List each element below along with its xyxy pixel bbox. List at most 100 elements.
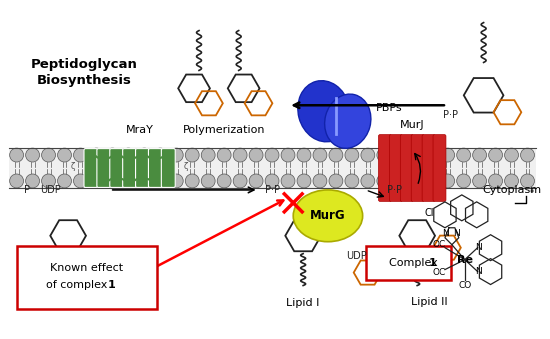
Text: UDP: UDP bbox=[40, 185, 60, 195]
Circle shape bbox=[233, 174, 247, 188]
Text: MurJ: MurJ bbox=[400, 120, 425, 130]
Circle shape bbox=[313, 148, 327, 162]
Circle shape bbox=[441, 148, 455, 162]
Circle shape bbox=[488, 148, 503, 162]
Circle shape bbox=[169, 148, 183, 162]
Circle shape bbox=[42, 174, 56, 188]
Text: Re: Re bbox=[457, 255, 473, 265]
Circle shape bbox=[58, 174, 72, 188]
Circle shape bbox=[201, 148, 215, 162]
FancyBboxPatch shape bbox=[97, 148, 111, 187]
Text: Polymerization: Polymerization bbox=[183, 125, 265, 135]
FancyBboxPatch shape bbox=[16, 246, 157, 310]
Circle shape bbox=[297, 148, 311, 162]
Bar bbox=[9, 148, 536, 188]
Circle shape bbox=[122, 148, 135, 162]
FancyBboxPatch shape bbox=[411, 135, 424, 201]
Text: PBPs: PBPs bbox=[376, 103, 402, 113]
Circle shape bbox=[409, 174, 423, 188]
Circle shape bbox=[425, 148, 439, 162]
FancyBboxPatch shape bbox=[84, 148, 98, 187]
Circle shape bbox=[201, 174, 215, 188]
FancyBboxPatch shape bbox=[422, 135, 435, 201]
Text: P·P: P·P bbox=[387, 185, 403, 195]
Circle shape bbox=[281, 148, 295, 162]
Circle shape bbox=[138, 174, 151, 188]
Circle shape bbox=[488, 174, 503, 188]
Text: UDP: UDP bbox=[346, 251, 366, 261]
Circle shape bbox=[90, 148, 103, 162]
Circle shape bbox=[456, 148, 471, 162]
Circle shape bbox=[74, 174, 87, 188]
Text: 1: 1 bbox=[429, 258, 437, 267]
Circle shape bbox=[10, 148, 24, 162]
Text: P: P bbox=[24, 185, 30, 195]
Circle shape bbox=[504, 148, 519, 162]
Circle shape bbox=[472, 148, 487, 162]
Circle shape bbox=[472, 174, 487, 188]
Circle shape bbox=[313, 174, 327, 188]
Circle shape bbox=[345, 148, 359, 162]
Circle shape bbox=[185, 174, 199, 188]
Circle shape bbox=[345, 174, 359, 188]
Circle shape bbox=[409, 148, 423, 162]
Circle shape bbox=[106, 174, 119, 188]
Circle shape bbox=[26, 174, 40, 188]
Circle shape bbox=[138, 148, 151, 162]
FancyBboxPatch shape bbox=[110, 148, 124, 187]
Text: Complex: Complex bbox=[389, 258, 442, 267]
Text: 1: 1 bbox=[108, 280, 115, 290]
Circle shape bbox=[42, 148, 56, 162]
Ellipse shape bbox=[324, 94, 371, 148]
Circle shape bbox=[377, 174, 390, 188]
Circle shape bbox=[106, 148, 119, 162]
Circle shape bbox=[249, 174, 263, 188]
Text: N: N bbox=[453, 229, 460, 238]
Text: N: N bbox=[475, 267, 482, 276]
Circle shape bbox=[169, 174, 183, 188]
Circle shape bbox=[504, 174, 519, 188]
Ellipse shape bbox=[298, 81, 350, 142]
Text: N: N bbox=[475, 243, 482, 252]
Text: of complex: of complex bbox=[46, 280, 111, 290]
Text: Lipid I: Lipid I bbox=[287, 298, 320, 308]
Circle shape bbox=[361, 148, 375, 162]
Text: Known effect: Known effect bbox=[51, 263, 124, 273]
FancyBboxPatch shape bbox=[433, 135, 446, 201]
Circle shape bbox=[377, 148, 390, 162]
Circle shape bbox=[74, 148, 87, 162]
Text: OC: OC bbox=[432, 268, 446, 277]
Text: CO: CO bbox=[458, 281, 471, 290]
FancyBboxPatch shape bbox=[378, 135, 392, 201]
Circle shape bbox=[122, 174, 135, 188]
FancyBboxPatch shape bbox=[366, 246, 451, 280]
Circle shape bbox=[26, 148, 40, 162]
Circle shape bbox=[249, 148, 263, 162]
FancyBboxPatch shape bbox=[148, 148, 162, 187]
Circle shape bbox=[393, 174, 406, 188]
Circle shape bbox=[217, 148, 231, 162]
Text: MurG: MurG bbox=[310, 209, 346, 222]
Circle shape bbox=[456, 174, 471, 188]
Circle shape bbox=[58, 148, 72, 162]
Circle shape bbox=[233, 148, 247, 162]
Text: MraY: MraY bbox=[125, 125, 153, 135]
Circle shape bbox=[520, 148, 535, 162]
Ellipse shape bbox=[293, 190, 362, 242]
Text: Cytoplasm: Cytoplasm bbox=[483, 185, 542, 195]
Text: *: * bbox=[529, 190, 534, 198]
Circle shape bbox=[361, 174, 375, 188]
FancyBboxPatch shape bbox=[389, 135, 402, 201]
FancyBboxPatch shape bbox=[123, 148, 136, 187]
Circle shape bbox=[520, 174, 535, 188]
Circle shape bbox=[281, 174, 295, 188]
Circle shape bbox=[153, 174, 167, 188]
Circle shape bbox=[185, 148, 199, 162]
Text: Cl: Cl bbox=[425, 208, 434, 218]
Circle shape bbox=[393, 148, 406, 162]
Text: ζ: ζ bbox=[184, 161, 189, 171]
Text: P·P: P·P bbox=[443, 110, 458, 120]
Text: OC: OC bbox=[432, 240, 446, 249]
Circle shape bbox=[10, 174, 24, 188]
Circle shape bbox=[265, 148, 279, 162]
